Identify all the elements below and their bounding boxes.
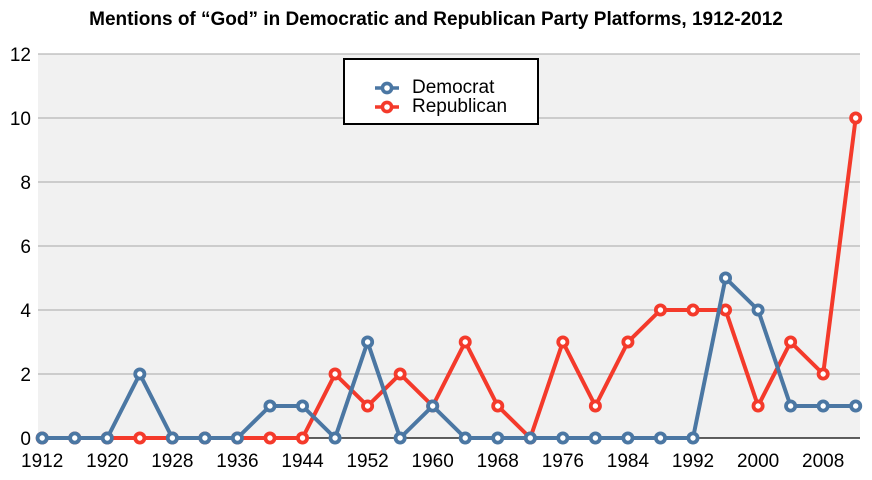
- data-point: [849, 111, 863, 125]
- data-point: [686, 431, 700, 445]
- data-point: [393, 367, 407, 381]
- data-point: [849, 399, 863, 413]
- data-point: [816, 399, 830, 413]
- data-point: [296, 431, 310, 445]
- x-tick-label: 1984: [607, 451, 650, 472]
- data-point: [621, 335, 635, 349]
- data-point: [100, 431, 114, 445]
- x-tick-label: 1976: [542, 451, 584, 472]
- data-point: [263, 431, 277, 445]
- data-point: [165, 431, 179, 445]
- y-tick-label: 2: [20, 365, 31, 386]
- x-tick-label: 1968: [477, 451, 519, 472]
- y-tick-label: 12: [10, 45, 31, 66]
- data-point: [719, 271, 733, 285]
- data-point: [784, 399, 798, 413]
- data-point: [784, 335, 798, 349]
- x-tick-label: 2008: [802, 451, 844, 472]
- data-point: [751, 399, 765, 413]
- data-point: [328, 367, 342, 381]
- data-point: [751, 303, 765, 317]
- data-point: [491, 431, 505, 445]
- data-point: [198, 431, 212, 445]
- data-point: [296, 399, 310, 413]
- data-point: [361, 335, 375, 349]
- data-point: [491, 399, 505, 413]
- x-tick-label: 1920: [86, 451, 128, 472]
- y-tick-label: 10: [10, 109, 31, 130]
- data-point: [230, 431, 244, 445]
- data-point: [588, 431, 602, 445]
- data-point: [621, 431, 635, 445]
- x-tick-label: 2000: [737, 451, 779, 472]
- data-point: [263, 399, 277, 413]
- data-point: [556, 335, 570, 349]
- y-tick-label: 6: [20, 237, 31, 258]
- x-tick-label: 1928: [151, 451, 193, 472]
- data-point: [719, 303, 733, 317]
- legend-item-democrat: Democrat: [375, 78, 537, 97]
- data-point: [816, 367, 830, 381]
- legend-label-democrat: Democrat: [412, 77, 495, 98]
- data-point: [686, 303, 700, 317]
- x-tick-label: 1912: [21, 451, 63, 472]
- data-point: [588, 399, 602, 413]
- x-tick-label: 1936: [216, 451, 258, 472]
- y-tick-label: 4: [20, 301, 31, 322]
- data-point: [426, 399, 440, 413]
- data-point: [68, 431, 82, 445]
- data-point: [133, 431, 147, 445]
- data-point: [653, 431, 667, 445]
- data-point: [393, 431, 407, 445]
- data-point: [458, 335, 472, 349]
- data-point: [523, 431, 537, 445]
- legend-label-republican: Republican: [412, 96, 508, 117]
- data-point: [133, 367, 147, 381]
- x-tick-label: 1952: [346, 451, 388, 472]
- data-point: [328, 431, 342, 445]
- legend: Democrat Republican: [343, 58, 539, 125]
- x-tick-label: 1992: [672, 451, 714, 472]
- data-point: [458, 431, 472, 445]
- data-point: [556, 431, 570, 445]
- x-tick-label: 1944: [281, 451, 324, 472]
- republican-marker-icon: [375, 100, 399, 113]
- data-point: [35, 431, 49, 445]
- democrat-marker-icon: [375, 81, 399, 94]
- legend-item-republican: Republican: [375, 97, 537, 116]
- chart-title: Mentions of “God” in Democratic and Repu…: [89, 9, 783, 30]
- data-point: [653, 303, 667, 317]
- y-tick-label: 0: [20, 429, 31, 450]
- y-tick-label: 8: [20, 173, 31, 194]
- x-tick-label: 1960: [412, 451, 454, 472]
- data-point: [361, 399, 375, 413]
